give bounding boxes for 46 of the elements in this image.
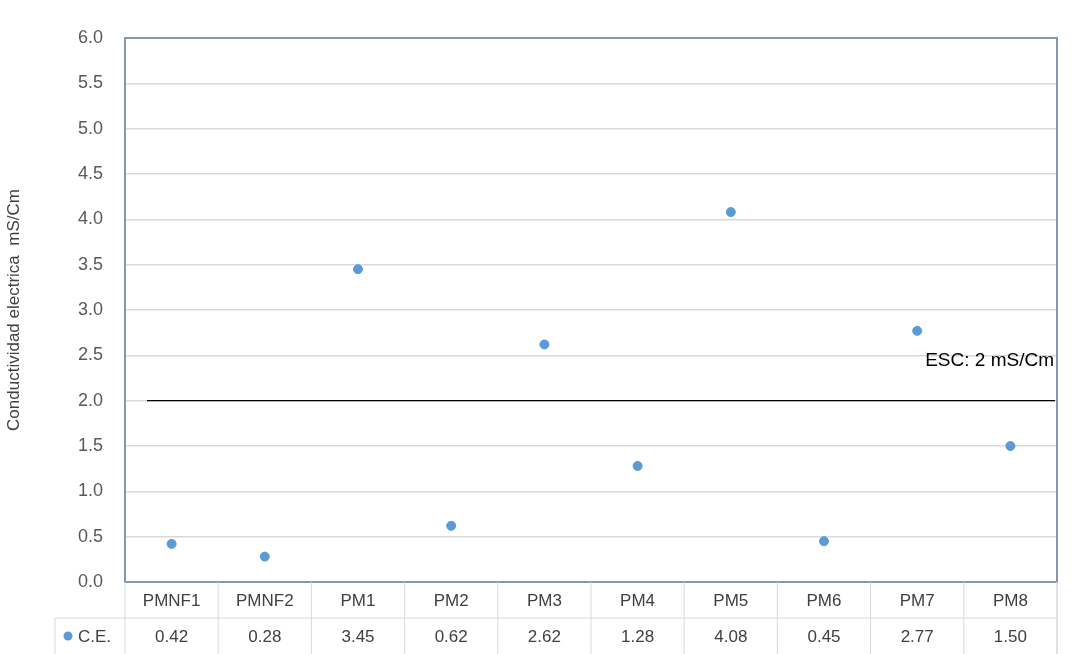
x-tick-label: PM6 [806,590,842,610]
x-tick-label: PM8 [992,590,1028,610]
y-tick-label: 1.5 [77,434,103,455]
point [259,551,270,562]
y-tick-label: 5.5 [77,72,103,93]
x-tick-label: PMNF2 [235,590,294,610]
point [446,520,457,531]
point [819,536,829,547]
data-label: 4.08 [714,626,748,646]
x-tick-label: PM4 [620,590,656,610]
data-label: 0.28 [248,626,282,646]
x-tick-label: PM2 [433,590,469,610]
y-tick-label: 2.5 [77,344,103,365]
data-label: 0.45 [807,626,841,646]
point [1005,441,1016,451]
y-tick-label: 2.0 [77,389,103,410]
data-label: 1.28 [621,626,655,646]
point [912,325,923,336]
data-label: 1.50 [993,626,1027,646]
y-axis-title: Conductividad electrica mS/Cm [3,189,23,431]
data-label: 2.77 [900,626,934,646]
legend-label: C.E. [78,626,112,646]
data-label: 3.45 [341,626,375,646]
ref-line-label: ESC: 2 mS/Cm [925,349,1054,371]
data-label: 0.62 [434,626,468,646]
data-label: 2.62 [527,626,561,646]
y-tick-label: 4.5 [77,162,103,183]
x-tick-label: PM5 [713,590,749,610]
x-tick-label: PM7 [899,590,935,610]
x-tick-label: PM3 [526,590,562,610]
x-tick-label: PMNF1 [142,590,201,610]
y-tick-label: 0.5 [77,525,103,546]
point [353,264,363,275]
point [725,207,736,218]
y-tick-label: 5.0 [77,117,103,138]
data-label: 0.42 [155,626,189,646]
y-tick-label: 6.0 [77,26,103,47]
x-tick-label: PM1 [340,590,376,610]
point [166,538,177,549]
y-tick-label: 3.5 [77,253,103,274]
y-tick-label: 4.0 [77,208,103,229]
y-tick-label: 0.0 [77,570,103,591]
y-tick-label: 3.0 [77,298,103,319]
y-tick-label: 1.0 [77,480,103,501]
point [539,339,550,350]
point [632,460,643,471]
